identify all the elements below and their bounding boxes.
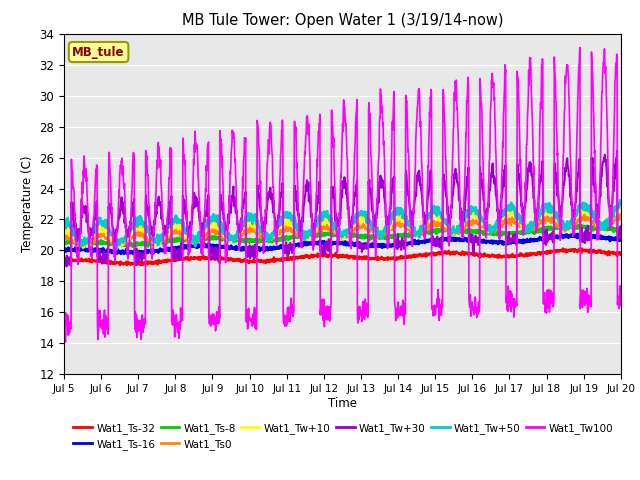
- Wat1_Ts0: [297, 234, 305, 240]
- Wat1_Tw+10: [617, 204, 625, 210]
- Wat1_Ts0: [79, 245, 87, 251]
- Wat1_Tw+10: [297, 230, 305, 236]
- Wat1_Tw100: [318, 297, 326, 302]
- Wat1_Tw+10: [308, 228, 316, 233]
- Wat1_Ts-32: [297, 254, 305, 260]
- Wat1_Ts-32: [378, 255, 385, 261]
- Wat1_Tw+50: [126, 226, 134, 231]
- Wat1_Tw+10: [616, 204, 624, 209]
- Wat1_Tw+30: [613, 148, 621, 154]
- Wat1_Ts-8: [378, 234, 385, 240]
- Wat1_Tw+10: [60, 227, 68, 232]
- Wat1_Tw+30: [617, 232, 625, 238]
- Wat1_Tw+30: [104, 256, 111, 262]
- Legend: Wat1_Ts-32, Wat1_Ts-16, Wat1_Ts-8, Wat1_Ts0, Wat1_Tw+10, Wat1_Tw+30, Wat1_Tw+50,: Wat1_Ts-32, Wat1_Ts-16, Wat1_Ts-8, Wat1_…: [69, 419, 618, 454]
- Wat1_Tw+30: [308, 220, 316, 226]
- X-axis label: Time: Time: [328, 397, 357, 410]
- Wat1_Ts-32: [617, 252, 625, 258]
- Wat1_Ts-32: [116, 262, 124, 268]
- Wat1_Ts-8: [308, 234, 316, 240]
- Wat1_Ts-32: [126, 260, 134, 266]
- Wat1_Ts-16: [103, 249, 111, 254]
- Wat1_Tw100: [126, 222, 134, 228]
- Wat1_Tw+50: [616, 197, 624, 203]
- Wat1_Ts-8: [60, 238, 68, 243]
- Wat1_Ts-8: [564, 222, 572, 228]
- Wat1_Tw100: [617, 302, 625, 308]
- Line: Wat1_Tw100: Wat1_Tw100: [64, 48, 621, 342]
- Wat1_Tw+30: [378, 175, 385, 180]
- Wat1_Tw+50: [103, 217, 111, 223]
- Wat1_Ts0: [617, 216, 625, 222]
- Wat1_Ts-8: [318, 230, 326, 236]
- Wat1_Tw+10: [79, 245, 87, 251]
- Wat1_Tw+30: [126, 228, 134, 234]
- Wat1_Tw+50: [60, 220, 68, 226]
- Line: Wat1_Tw+10: Wat1_Tw+10: [64, 206, 621, 248]
- Text: MB_tule: MB_tule: [72, 46, 125, 59]
- Wat1_Tw+30: [297, 228, 305, 234]
- Wat1_Ts-32: [60, 257, 68, 263]
- Wat1_Tw+10: [126, 229, 134, 235]
- Wat1_Ts-32: [578, 246, 586, 252]
- Wat1_Ts0: [60, 234, 68, 240]
- Wat1_Ts0: [616, 211, 624, 217]
- Line: Wat1_Tw+30: Wat1_Tw+30: [64, 151, 621, 266]
- Wat1_Ts-32: [308, 254, 316, 260]
- Wat1_Ts0: [104, 235, 111, 240]
- Wat1_Ts-32: [103, 259, 111, 265]
- Wat1_Ts-8: [126, 242, 134, 248]
- Wat1_Tw100: [576, 45, 584, 50]
- Line: Wat1_Ts0: Wat1_Ts0: [64, 214, 621, 248]
- Wat1_Tw+10: [378, 232, 385, 238]
- Wat1_Tw+50: [318, 218, 326, 224]
- Wat1_Ts-16: [318, 240, 326, 245]
- Wat1_Ts-32: [318, 252, 326, 258]
- Wat1_Ts-16: [297, 243, 305, 249]
- Wat1_Tw100: [61, 339, 69, 345]
- Wat1_Ts-8: [103, 240, 111, 245]
- Line: Wat1_Ts-16: Wat1_Ts-16: [64, 234, 621, 254]
- Wat1_Ts0: [308, 230, 316, 236]
- Wat1_Ts-16: [124, 251, 131, 257]
- Wat1_Tw+50: [378, 231, 385, 237]
- Wat1_Ts-16: [60, 248, 68, 253]
- Wat1_Tw100: [378, 93, 385, 98]
- Wat1_Ts0: [318, 225, 326, 230]
- Wat1_Tw100: [104, 327, 111, 333]
- Wat1_Ts-8: [129, 243, 136, 249]
- Wat1_Tw+30: [60, 251, 68, 256]
- Title: MB Tule Tower: Open Water 1 (3/19/14-now): MB Tule Tower: Open Water 1 (3/19/14-now…: [182, 13, 503, 28]
- Wat1_Ts0: [126, 236, 134, 241]
- Wat1_Tw+10: [104, 225, 111, 231]
- Wat1_Ts-8: [617, 228, 625, 233]
- Wat1_Tw100: [297, 235, 305, 240]
- Wat1_Tw100: [60, 324, 68, 330]
- Wat1_Ts-16: [617, 237, 625, 242]
- Wat1_Tw+50: [297, 230, 305, 236]
- Wat1_Ts-8: [297, 233, 305, 239]
- Wat1_Tw+50: [617, 198, 625, 204]
- Wat1_Ts-16: [308, 240, 316, 246]
- Line: Wat1_Tw+50: Wat1_Tw+50: [64, 200, 621, 249]
- Wat1_Tw+30: [63, 264, 70, 269]
- Wat1_Tw+30: [318, 249, 326, 254]
- Wat1_Ts-16: [574, 231, 582, 237]
- Wat1_Tw+50: [308, 222, 316, 228]
- Wat1_Ts-16: [126, 250, 134, 256]
- Wat1_Ts0: [378, 228, 385, 234]
- Y-axis label: Temperature (C): Temperature (C): [20, 156, 34, 252]
- Line: Wat1_Ts-8: Wat1_Ts-8: [64, 225, 621, 246]
- Wat1_Tw100: [308, 223, 316, 228]
- Wat1_Tw+10: [318, 220, 326, 226]
- Line: Wat1_Ts-32: Wat1_Ts-32: [64, 249, 621, 265]
- Wat1_Ts-16: [378, 241, 385, 247]
- Wat1_Tw+50: [113, 246, 120, 252]
